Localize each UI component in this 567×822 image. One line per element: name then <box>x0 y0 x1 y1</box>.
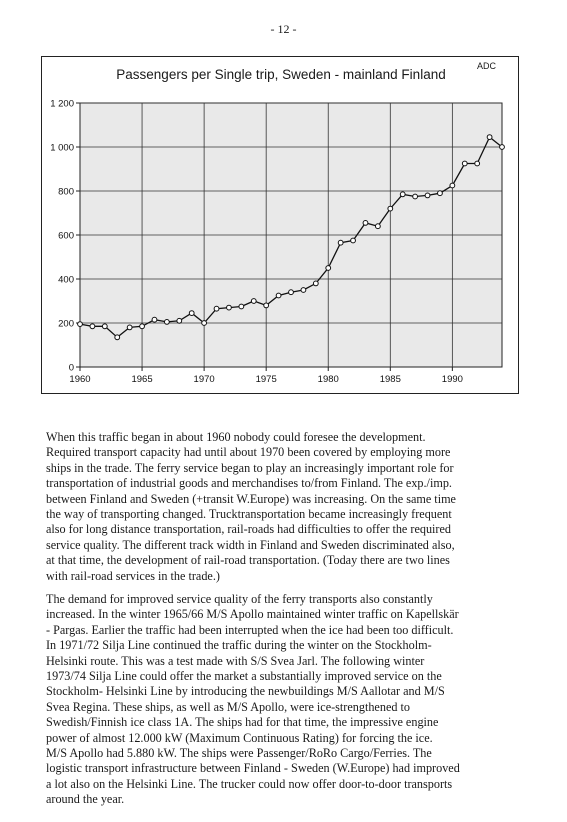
x-tick-label: 1970 <box>194 374 215 385</box>
data-point <box>238 303 245 310</box>
data-point <box>226 304 232 311</box>
data-point <box>213 305 220 312</box>
data-point <box>151 316 158 323</box>
y-tick-label: 800 <box>58 187 74 198</box>
passenger-chart: 0 200 400 600 800 1 000 1 200 1960 1965 1970 1975 1… <box>41 56 519 394</box>
data-point <box>337 239 344 246</box>
x-tick-label: 1980 <box>318 374 339 385</box>
data-point <box>188 310 195 317</box>
x-tick-label: 1965 <box>131 374 152 385</box>
data-point <box>412 193 419 200</box>
chart-corner-label: ADC <box>476 61 496 71</box>
y-tick-label: 0 <box>69 363 74 374</box>
data-point <box>300 287 307 293</box>
data-point <box>139 323 145 330</box>
data-point <box>499 144 505 150</box>
x-tick-label: 1960 <box>69 374 90 385</box>
data-point <box>201 320 208 326</box>
data-point <box>176 317 183 324</box>
data-point <box>101 323 108 330</box>
paragraph-2: The demand for improved service quality … <box>46 592 460 807</box>
y-tick-label: 600 <box>58 231 74 242</box>
chart-title: Passengers per Single trip, Sweden - mai… <box>116 67 446 82</box>
y-tick-label: 1 000 <box>50 143 74 154</box>
data-point <box>350 237 356 244</box>
chart-svg: 0 200 400 600 800 1 000 1 200 1960 1965 1970 1975 1… <box>50 99 505 385</box>
y-tick-label: 1 200 <box>50 99 74 110</box>
x-tick-label: 1990 <box>442 374 463 385</box>
data-point <box>461 160 468 167</box>
y-tick-label: 200 <box>58 319 74 330</box>
data-point <box>250 298 257 304</box>
data-point <box>362 220 369 226</box>
data-point <box>424 192 431 199</box>
page-number: - 12 - <box>270 22 297 36</box>
data-point <box>288 289 294 296</box>
data-point <box>437 190 443 197</box>
x-tick-label: 1985 <box>380 374 401 385</box>
data-point <box>275 292 282 299</box>
data-point <box>374 223 381 230</box>
data-point <box>474 160 481 167</box>
data-point <box>77 321 83 328</box>
data-point <box>325 265 332 271</box>
data-point <box>126 324 133 331</box>
data-point <box>89 323 96 330</box>
data-point <box>263 302 270 309</box>
data-point <box>163 319 170 325</box>
data-point <box>399 191 406 198</box>
data-point <box>486 134 493 140</box>
data-point <box>449 182 456 189</box>
data-point <box>387 205 394 212</box>
y-tick-label: 400 <box>58 275 74 286</box>
x-tick-label: 1975 <box>256 374 277 385</box>
data-point <box>114 334 121 341</box>
data-point <box>312 280 319 287</box>
paragraph-1: When this traffic began in about 1960 no… <box>46 430 456 583</box>
